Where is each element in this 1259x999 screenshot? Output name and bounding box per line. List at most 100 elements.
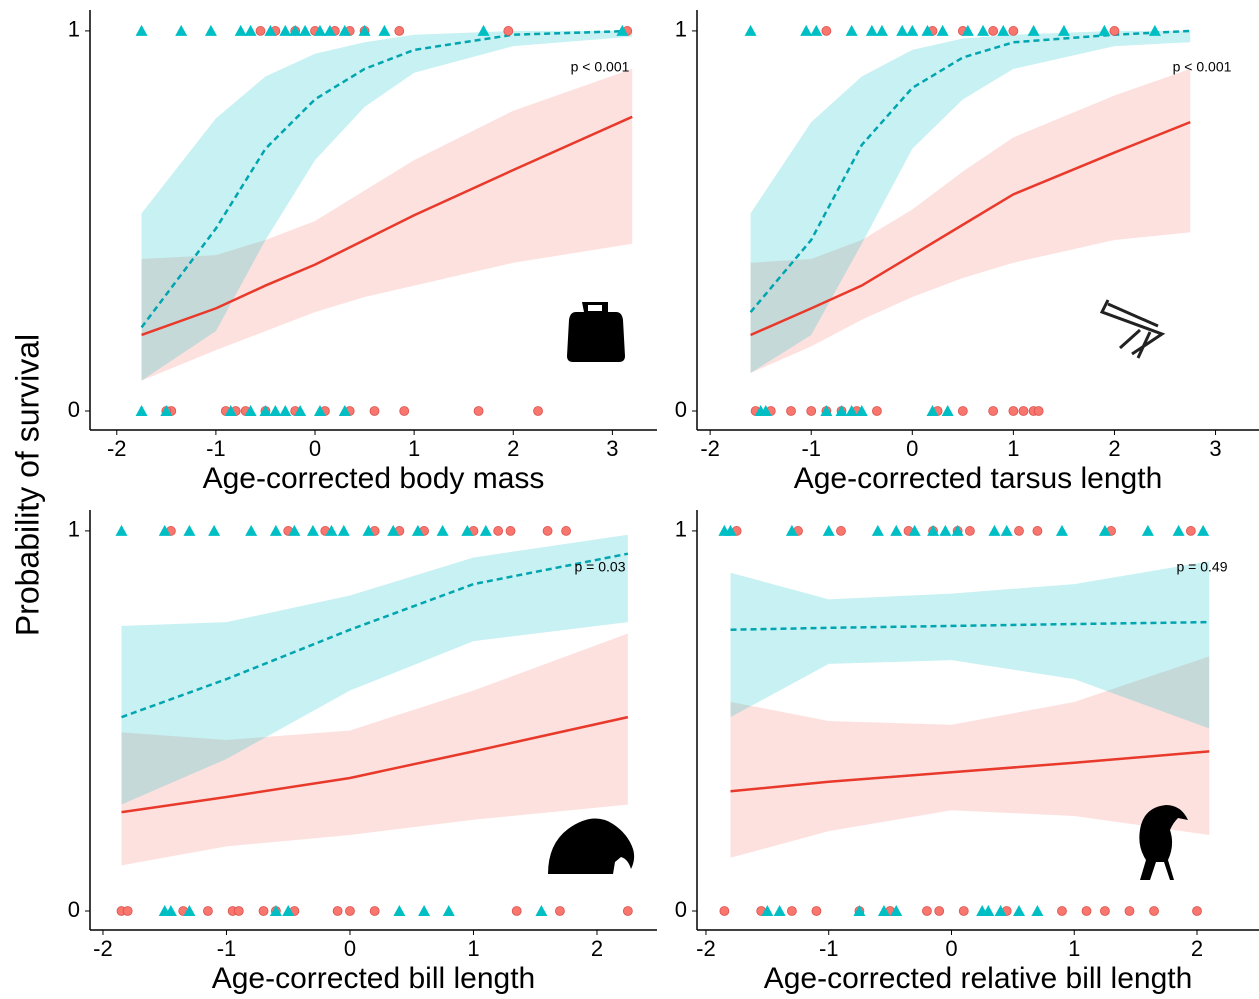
y-tick-label: 0 bbox=[68, 897, 80, 922]
point bbox=[338, 525, 350, 536]
point bbox=[1098, 25, 1110, 36]
point bbox=[1019, 406, 1028, 415]
point bbox=[562, 526, 571, 535]
point bbox=[1013, 905, 1025, 916]
point bbox=[1056, 525, 1068, 536]
point bbox=[1150, 906, 1159, 915]
point bbox=[136, 25, 148, 36]
point bbox=[299, 25, 311, 36]
annotation: p < 0.001 bbox=[1173, 59, 1232, 75]
y-axis-label: Probability of survival bbox=[9, 334, 45, 636]
point bbox=[506, 526, 515, 535]
point bbox=[307, 525, 319, 536]
x-tick-label: 0 bbox=[309, 436, 321, 461]
point bbox=[395, 26, 404, 35]
point bbox=[745, 25, 757, 36]
point bbox=[1193, 906, 1202, 915]
point bbox=[1009, 406, 1018, 415]
point bbox=[443, 905, 455, 916]
x-tick-label: -1 bbox=[206, 436, 226, 461]
panel: 01-2-1012Age-corrected relative bill len… bbox=[675, 510, 1259, 995]
x-tick-label: 0 bbox=[344, 936, 356, 961]
point bbox=[774, 905, 786, 916]
point bbox=[807, 406, 816, 415]
point bbox=[1082, 906, 1091, 915]
point bbox=[480, 525, 492, 536]
x-tick-label: 1 bbox=[1068, 936, 1080, 961]
point bbox=[872, 406, 881, 415]
point bbox=[256, 26, 265, 35]
point bbox=[906, 25, 918, 36]
point bbox=[543, 526, 552, 535]
point bbox=[474, 406, 483, 415]
x-tick-label: 1 bbox=[467, 936, 479, 961]
chart: Probability of survival 0 1 -2 -1 0 1 2 3 Age-co… bbox=[0, 0, 1259, 999]
annotation: p = 0.03 bbox=[575, 559, 626, 575]
x-axis-label: Age-corrected body mass bbox=[203, 462, 545, 495]
panel: 01-2-10123Age-corrected tarsus lengthp <… bbox=[675, 10, 1259, 495]
point bbox=[183, 525, 195, 536]
point bbox=[245, 25, 257, 36]
point bbox=[1186, 526, 1195, 535]
point bbox=[989, 406, 998, 415]
point bbox=[504, 26, 513, 35]
point bbox=[534, 406, 543, 415]
x-tick-label: 2 bbox=[507, 436, 519, 461]
point bbox=[1058, 25, 1070, 36]
y-tick-label: 0 bbox=[675, 397, 687, 422]
y-tick-label: 1 bbox=[68, 517, 80, 542]
point bbox=[494, 526, 503, 535]
x-tick-label: 0 bbox=[906, 436, 918, 461]
y-tick-label: 1 bbox=[675, 17, 687, 42]
x-tick-label: 2 bbox=[1191, 936, 1203, 961]
point bbox=[787, 906, 796, 915]
point bbox=[1142, 525, 1154, 536]
point bbox=[935, 906, 944, 915]
x-tick-label: -2 bbox=[93, 936, 113, 961]
point bbox=[1173, 525, 1185, 536]
x-tick-label: 2 bbox=[1108, 436, 1120, 461]
point bbox=[235, 25, 247, 36]
point bbox=[478, 25, 490, 36]
point bbox=[208, 525, 220, 536]
point bbox=[988, 525, 1000, 536]
point bbox=[270, 525, 282, 536]
point bbox=[942, 405, 954, 416]
point bbox=[115, 525, 127, 536]
bird-icon bbox=[1139, 805, 1188, 880]
point bbox=[965, 526, 974, 535]
annotation: p < 0.001 bbox=[571, 59, 630, 75]
point bbox=[1034, 406, 1043, 415]
panel: 01-2-1012Age-corrected bill lengthp = 0.… bbox=[68, 510, 657, 995]
point bbox=[787, 406, 796, 415]
bill-head-icon bbox=[548, 819, 634, 874]
x-axis-label: Age-corrected relative bill length bbox=[764, 962, 1193, 995]
point bbox=[623, 906, 632, 915]
point bbox=[279, 405, 291, 416]
point bbox=[1125, 906, 1134, 915]
x-tick-label: 3 bbox=[606, 436, 618, 461]
point bbox=[1033, 526, 1042, 535]
point bbox=[1031, 905, 1043, 916]
point bbox=[922, 906, 931, 915]
point bbox=[977, 25, 989, 36]
point bbox=[989, 26, 998, 35]
point bbox=[1009, 26, 1018, 35]
point bbox=[890, 525, 902, 536]
point bbox=[512, 906, 521, 915]
point bbox=[1015, 526, 1024, 535]
point bbox=[896, 25, 908, 36]
point bbox=[345, 906, 354, 915]
point bbox=[866, 25, 878, 36]
point bbox=[234, 906, 243, 915]
point bbox=[245, 525, 257, 536]
point bbox=[876, 25, 888, 36]
x-tick-label: 1 bbox=[408, 436, 420, 461]
point bbox=[279, 25, 291, 36]
point bbox=[175, 25, 187, 36]
point bbox=[333, 906, 342, 915]
x-tick-label: -1 bbox=[217, 936, 237, 961]
point bbox=[1028, 25, 1040, 36]
point bbox=[370, 406, 379, 415]
x-axis-label: Age-corrected tarsus length bbox=[794, 462, 1163, 495]
